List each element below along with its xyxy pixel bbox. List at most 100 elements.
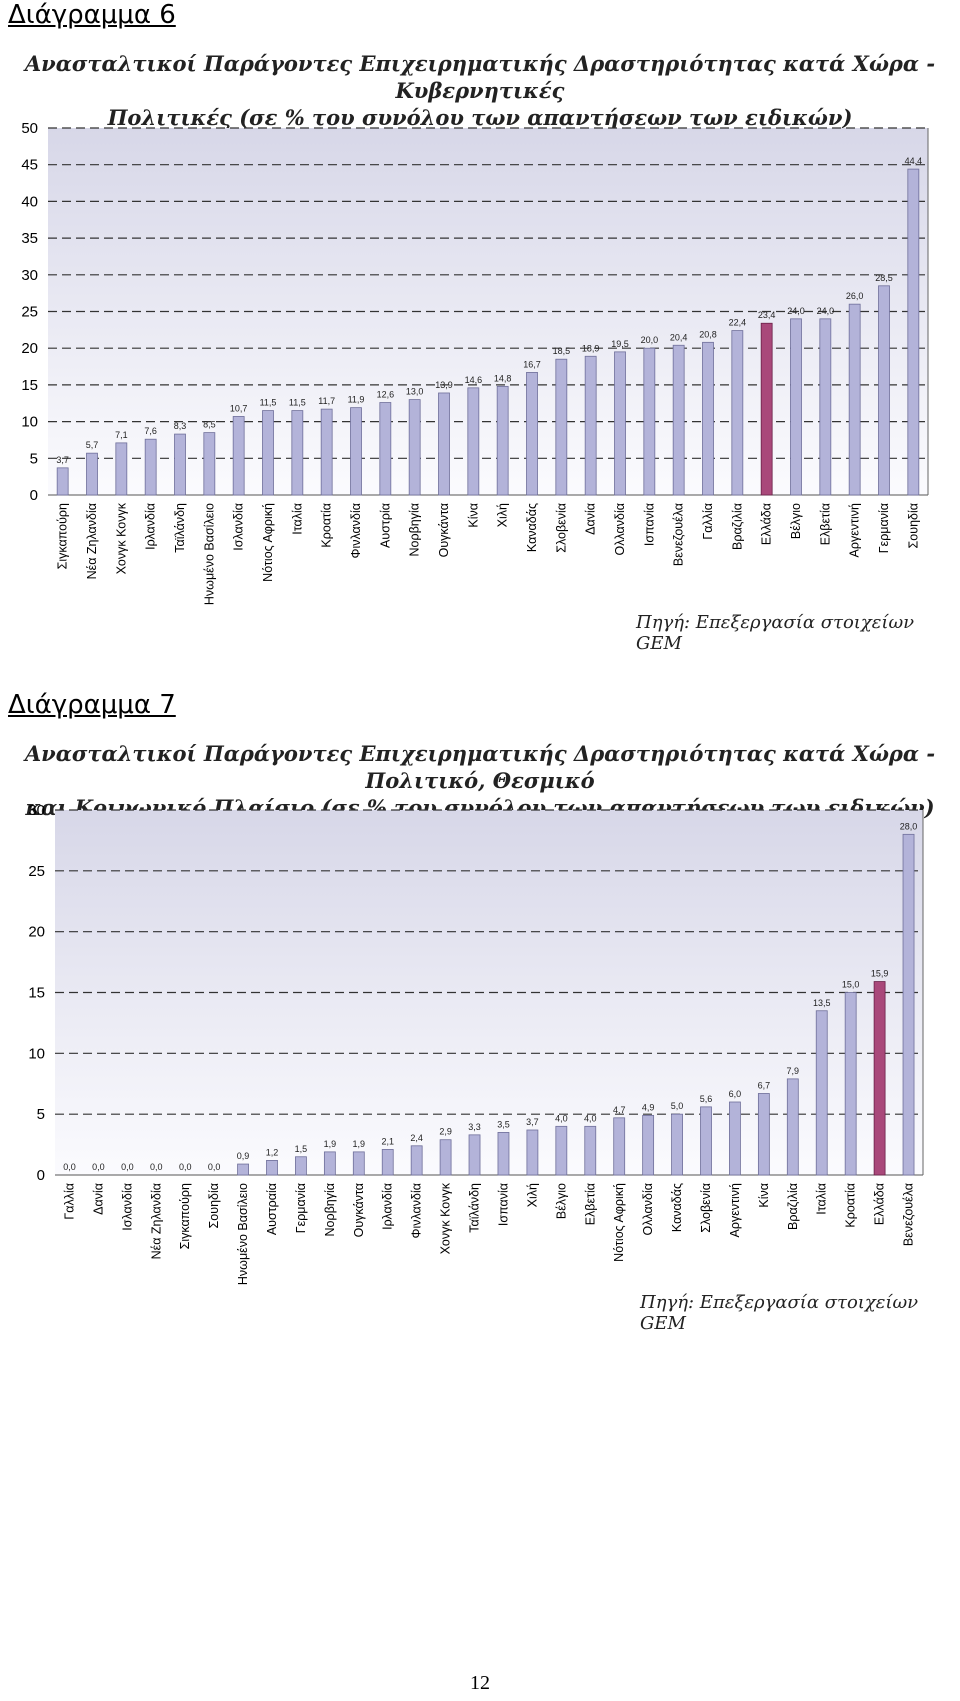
category-label: Βραζιλία: [786, 1183, 800, 1230]
category-label: Ηνωμένο Βασίλειο: [236, 1183, 250, 1285]
bar: [497, 1132, 510, 1176]
chart2-source: Πηγή: Επεξεργασία στοιχείων GEM: [640, 1292, 919, 1334]
chart1-heading: Διάγραμμα 6: [8, 0, 176, 30]
data-label: 1,9: [353, 1139, 366, 1149]
bar: [350, 407, 362, 496]
bar: [266, 1159, 278, 1176]
bar: [555, 1125, 568, 1176]
bar: [848, 303, 861, 496]
bar: [786, 1078, 799, 1176]
bar: [438, 392, 450, 496]
y-tick-label: 30: [28, 802, 45, 819]
bar: [410, 1145, 423, 1176]
bar: [408, 399, 421, 496]
category-label: Βενεζουέλα: [672, 503, 686, 566]
category-label: Σουηδία: [207, 1183, 221, 1228]
y-tick-label: 40: [21, 193, 38, 210]
bar: [873, 981, 886, 1176]
y-tick-label: 10: [21, 414, 38, 431]
category-label: Ισλανδία: [232, 503, 246, 551]
bar: [614, 351, 626, 496]
data-label: 20,8: [699, 329, 717, 339]
category-label: Βραζιλία: [730, 503, 744, 550]
bar: [760, 322, 773, 496]
chart2-title-line1: Ανασταλτικοί Παράγοντες Επιχειρηματικής …: [24, 741, 936, 793]
bar: [815, 1010, 828, 1176]
category-label: Γερμανία: [294, 1183, 308, 1233]
data-label: 1,2: [266, 1147, 279, 1157]
category-label: Φινλανδία: [349, 503, 363, 559]
category-label: Ελλάδα: [760, 503, 774, 545]
category-label: Χονγκ Κονγκ: [439, 1182, 453, 1254]
bar: [731, 330, 744, 496]
data-label: 20,0: [641, 335, 659, 345]
bar: [467, 387, 480, 496]
y-tick-label: 50: [21, 120, 38, 137]
bar: [352, 1151, 365, 1176]
data-label: 8,3: [174, 421, 187, 431]
data-label: 24,0: [787, 306, 805, 316]
bar: [643, 347, 656, 496]
chart1-source: Πηγή: Επεξεργασία στοιχείων GEM: [636, 612, 915, 654]
category-label: Δανία: [91, 1183, 105, 1215]
bar: [56, 467, 69, 496]
y-tick-label: 10: [28, 1045, 45, 1062]
category-label: Νότιος Αφρική: [612, 1183, 626, 1262]
bar: [144, 438, 157, 496]
category-label: Αυστρία: [378, 503, 392, 548]
y-tick-label: 0: [30, 487, 38, 504]
bar: [878, 285, 890, 496]
data-label: 13,5: [813, 998, 831, 1008]
category-label: Ηνωμένο Βασίλειο: [202, 503, 216, 605]
y-tick-label: 5: [37, 1106, 45, 1123]
category-label: Κροατία: [320, 503, 334, 548]
data-label: 5,7: [86, 440, 99, 450]
bar: [702, 341, 714, 496]
data-label: 14,8: [494, 373, 512, 383]
category-label: Ολλανδία: [613, 503, 627, 555]
category-label: Βέλγιο: [554, 1183, 568, 1219]
data-label: 7,1: [115, 430, 128, 440]
category-label: Χονγκ Κονγκ: [114, 502, 128, 574]
bar: [729, 1101, 741, 1176]
data-label: 0,0: [208, 1162, 221, 1172]
data-label: 0,0: [92, 1162, 105, 1172]
data-label: 18,9: [582, 343, 600, 353]
category-label: Ιρλανδία: [144, 503, 158, 550]
data-label: 20,4: [670, 332, 688, 342]
data-label: 15,9: [871, 969, 889, 979]
y-tick-label: 35: [21, 230, 38, 247]
y-tick-label: 15: [21, 377, 38, 394]
data-label: 28,0: [900, 821, 918, 831]
chart1-title: Ανασταλτικοί Παράγοντες Επιχειρηματικής …: [0, 50, 960, 131]
chart2-svg: 0 5 10 15 20 25 30 0,0 Γαλλία 0,0 Δανία 0,0 Ισλανδία…: [28, 802, 924, 1285]
y-tick-label: 45: [21, 157, 38, 174]
data-label: 11,5: [260, 398, 277, 408]
bar: [790, 318, 802, 496]
category-label: Ολλανδία: [641, 1183, 655, 1235]
bar: [584, 1125, 597, 1176]
chart1-title-line1: Ανασταλτικοί Παράγοντες Επιχειρηματικής …: [24, 51, 936, 103]
bar: [468, 1134, 481, 1176]
page-number: 12: [470, 1672, 490, 1694]
bar: [613, 1117, 626, 1176]
category-label: Ισπανία: [496, 1183, 510, 1226]
bar: [323, 1151, 336, 1176]
bar: [381, 1149, 394, 1176]
category-label: Νορβηγία: [408, 503, 422, 557]
bar: [291, 410, 304, 496]
category-label: Κροατία: [844, 1183, 858, 1228]
data-label: 19,5: [611, 339, 629, 349]
data-label: 5,0: [671, 1101, 684, 1111]
data-label: 2,4: [410, 1133, 423, 1143]
data-label: 3,3: [468, 1122, 481, 1132]
bar: [757, 1093, 770, 1176]
category-label: Βενεζουέλα: [902, 1183, 916, 1246]
data-label: 7,9: [787, 1066, 800, 1076]
category-label: Κίνα: [757, 1183, 771, 1208]
data-label: 0,0: [150, 1162, 163, 1172]
category-label: Νότιος Αφρική: [261, 503, 275, 582]
bar: [642, 1114, 655, 1176]
data-label: 1,9: [324, 1139, 337, 1149]
data-label: 5,6: [700, 1094, 713, 1104]
